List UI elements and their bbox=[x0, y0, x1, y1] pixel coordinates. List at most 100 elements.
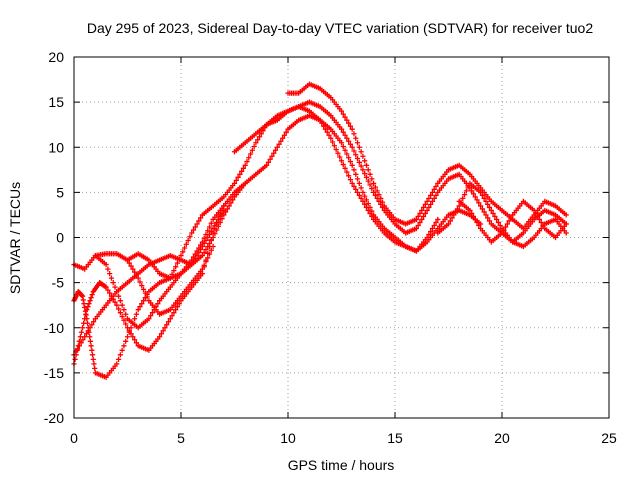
data-point-interp bbox=[89, 352, 96, 358]
data-point-interp bbox=[551, 202, 557, 208]
data-point-interp bbox=[87, 334, 93, 340]
data-point-interp bbox=[121, 343, 127, 349]
data-point bbox=[178, 252, 184, 259]
data-point-interp bbox=[258, 131, 264, 137]
data-point-interp bbox=[272, 118, 279, 124]
data-point-interp bbox=[465, 170, 471, 176]
data-point-interp bbox=[82, 308, 89, 314]
data-point-interp bbox=[476, 200, 482, 206]
data-point-interp bbox=[426, 204, 432, 211]
data-point bbox=[435, 216, 441, 223]
data-point-interp bbox=[353, 171, 359, 177]
data-point-interp bbox=[133, 311, 140, 317]
data-point-interp bbox=[144, 263, 150, 269]
data-point-interp bbox=[198, 242, 204, 248]
x-tick-label: 5 bbox=[177, 430, 185, 446]
data-point-interp bbox=[415, 222, 421, 229]
data-point bbox=[360, 153, 366, 159]
data-point-interp bbox=[173, 307, 179, 313]
data-point-interp bbox=[187, 259, 193, 265]
data-point-interp bbox=[454, 172, 461, 178]
data-point-interp bbox=[536, 216, 543, 223]
data-point-interp bbox=[401, 228, 407, 235]
data-point-interp bbox=[486, 218, 493, 224]
data-point-interp bbox=[283, 129, 289, 135]
data-point-interp bbox=[540, 222, 546, 229]
data-point-interp bbox=[87, 338, 94, 344]
data-point-interp bbox=[305, 107, 311, 113]
data-point-interp bbox=[337, 106, 343, 112]
data-point-interp bbox=[415, 213, 421, 220]
data-point-interp bbox=[246, 155, 252, 161]
data-point bbox=[360, 198, 366, 204]
data-point-interp bbox=[329, 139, 336, 145]
data-point-interp bbox=[412, 217, 418, 223]
data-point-interp bbox=[176, 295, 182, 302]
data-point-interp bbox=[105, 287, 111, 293]
data-point-interp bbox=[367, 182, 373, 188]
data-point bbox=[424, 207, 430, 214]
data-point-interp bbox=[363, 197, 370, 203]
data-point-interp bbox=[322, 126, 329, 132]
data-point bbox=[88, 343, 94, 349]
data-point-interp bbox=[190, 227, 197, 233]
data-point-interp bbox=[205, 234, 211, 241]
data-point-interp bbox=[481, 195, 487, 201]
data-point-interp bbox=[265, 159, 271, 165]
data-point-interp bbox=[140, 286, 147, 292]
data-point-interp bbox=[196, 218, 202, 224]
data-point-interp bbox=[342, 114, 348, 120]
data-point-interp bbox=[233, 177, 239, 183]
data-point-interp bbox=[235, 174, 241, 180]
data-point-interp bbox=[230, 183, 236, 189]
data-point-interp bbox=[504, 221, 510, 227]
data-point-interp bbox=[176, 273, 182, 279]
data-point bbox=[424, 198, 430, 204]
data-point-interp bbox=[79, 292, 85, 299]
data-point-interp bbox=[201, 235, 207, 241]
data-point-interp bbox=[208, 220, 214, 226]
data-point-interp bbox=[121, 317, 127, 323]
data-point-interp bbox=[185, 237, 191, 244]
data-point-interp bbox=[174, 260, 181, 266]
data-point-interp bbox=[508, 215, 514, 221]
data-point-interp bbox=[117, 310, 123, 316]
data-point-interp bbox=[203, 231, 209, 238]
data-point-interp bbox=[237, 171, 243, 177]
series-arc-10 bbox=[435, 180, 569, 250]
data-point bbox=[114, 289, 120, 295]
data-point-interp bbox=[444, 222, 450, 229]
data-point-interp bbox=[535, 213, 541, 220]
data-point bbox=[338, 158, 345, 164]
data-point-interp bbox=[474, 219, 480, 226]
data-point-interp bbox=[367, 204, 373, 211]
data-point-interp bbox=[363, 174, 370, 180]
data-point-interp bbox=[276, 141, 282, 147]
data-point-interp bbox=[92, 365, 98, 371]
data-point bbox=[253, 140, 259, 146]
data-point bbox=[77, 334, 84, 340]
data-point-interp bbox=[344, 117, 350, 123]
data-point-interp bbox=[378, 195, 384, 201]
data-point-interp bbox=[426, 231, 432, 238]
data-point-interp bbox=[372, 184, 378, 190]
data-point-interp bbox=[412, 226, 418, 232]
data-point-interp bbox=[561, 210, 568, 217]
data-point-interp bbox=[215, 216, 222, 223]
data-point-interp bbox=[155, 309, 161, 315]
data-point bbox=[371, 189, 377, 195]
data-point-interp bbox=[419, 216, 425, 223]
data-point-interp bbox=[469, 188, 475, 194]
y-axis-label: SDTVAR / TECUs bbox=[7, 182, 23, 294]
data-point-interp bbox=[315, 85, 321, 91]
data-point-interp bbox=[142, 290, 148, 296]
data-point-interp bbox=[365, 201, 371, 207]
x-tick-label: 15 bbox=[387, 430, 403, 446]
data-point-interp bbox=[463, 188, 469, 194]
data-point-interp bbox=[344, 169, 350, 175]
data-point-interp bbox=[181, 245, 188, 251]
data-point-interp bbox=[390, 233, 396, 239]
data-point-interp bbox=[169, 313, 175, 319]
data-point-interp bbox=[362, 201, 368, 208]
